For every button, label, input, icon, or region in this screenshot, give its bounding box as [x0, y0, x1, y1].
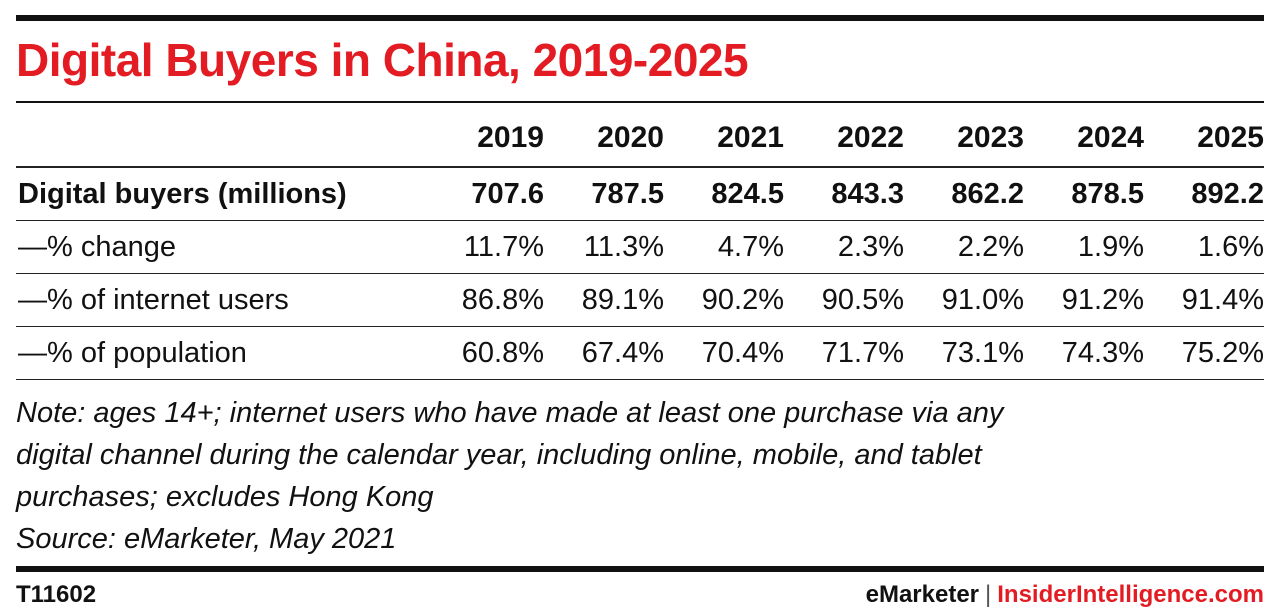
table-cell: 91.4% [1144, 273, 1264, 327]
row-label: —% of internet users [16, 273, 424, 327]
table-cell: 1.9% [1024, 220, 1144, 274]
table-cell: 70.4% [664, 326, 784, 380]
brand-insider-intelligence: InsiderIntelligence.com [997, 581, 1264, 608]
table-cell: 71.7% [784, 326, 904, 380]
table-row-digital-buyers: Digital buyers (millions) 707.6 787.5 82… [16, 166, 1264, 221]
chart-title: Digital Buyers in China, 2019-2025 [16, 34, 749, 86]
table-cell: 75.2% [1144, 326, 1264, 380]
row-label: —% of population [16, 326, 424, 380]
top-rule [16, 15, 1264, 21]
table-cell: 787.5 [544, 166, 664, 221]
table-cell: 91.0% [904, 273, 1024, 327]
column-header-2025: 2025 [1197, 121, 1264, 154]
brand-footer: eMarketer | InsiderIntelligence.com [866, 578, 1264, 612]
title-rule [16, 101, 1264, 103]
column-header-2022: 2022 [837, 121, 904, 154]
brand-emarketer: eMarketer [865, 581, 980, 608]
table-cell: 4.7% [664, 220, 784, 274]
row-label: Digital buyers (millions) [16, 166, 424, 221]
table-cell: 707.6 [424, 166, 544, 221]
table-cell: 86.8% [424, 273, 544, 327]
table-cell: 90.2% [664, 273, 784, 327]
table-cell: 824.5 [664, 166, 784, 221]
row-label: —% change [16, 220, 424, 274]
column-header-2024: 2024 [1077, 121, 1144, 154]
table-cell: 73.1% [904, 326, 1024, 380]
chart-frame: Digital Buyers in China, 2019-2025 2019 … [16, 0, 1264, 611]
bottom-rule [16, 566, 1264, 572]
note-block: Note: ages 14+; internet users who have … [16, 392, 1264, 560]
table-cell: 1.6% [1144, 220, 1264, 274]
table-row-percent-population: —% of population 60.8% 67.4% 70.4% 71.7%… [16, 326, 1264, 380]
column-header-2020: 2020 [597, 121, 664, 154]
table-cell: 2.3% [784, 220, 904, 274]
column-header-2021: 2021 [717, 121, 784, 154]
table-header-row: 2019 2020 2021 2022 2023 2024 2025 [16, 110, 1264, 167]
note-line: digital channel during the calendar year… [16, 439, 982, 471]
table-cell: 74.3% [1024, 326, 1144, 380]
table-cell: 11.7% [424, 220, 544, 274]
data-table: 2019 2020 2021 2022 2023 2024 2025 Digit… [16, 110, 1264, 380]
header-label-cell [16, 110, 424, 167]
column-header-2019: 2019 [477, 121, 544, 154]
table-cell: 892.2 [1144, 166, 1264, 221]
table-cell: 878.5 [1024, 166, 1144, 221]
table-cell: 91.2% [1024, 273, 1144, 327]
table-row-percent-internet-users: —% of internet users 86.8% 89.1% 90.2% 9… [16, 273, 1264, 327]
source-line: Source: eMarketer, May 2021 [16, 523, 397, 555]
column-header-2023: 2023 [957, 121, 1024, 154]
table-cell: 90.5% [784, 273, 904, 327]
table-cell: 843.3 [784, 166, 904, 221]
table-row-percent-change: —% change 11.7% 11.3% 4.7% 2.3% 2.2% 1.9… [16, 220, 1264, 274]
brand-separator: | [985, 581, 992, 608]
chart-id: T11602 [16, 581, 97, 608]
table-cell: 862.2 [904, 166, 1024, 221]
table-cell: 11.3% [544, 220, 664, 274]
note-line: purchases; excludes Hong Kong [16, 481, 434, 513]
table-cell: 2.2% [904, 220, 1024, 274]
note-line: Note: ages 14+; internet users who have … [16, 397, 1004, 429]
table-cell: 60.8% [424, 326, 544, 380]
table-cell: 67.4% [544, 326, 664, 380]
table-cell: 89.1% [544, 273, 664, 327]
